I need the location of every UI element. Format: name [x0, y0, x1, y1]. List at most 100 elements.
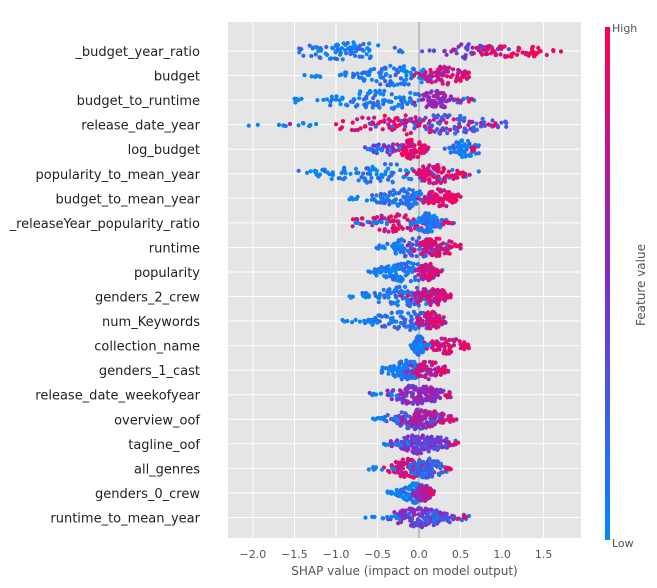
shap-point [433, 70, 438, 75]
shap-point [431, 201, 436, 206]
shap-point [506, 47, 511, 52]
shap-point [434, 216, 439, 221]
shap-point [308, 123, 313, 128]
shap-point [435, 252, 440, 257]
shap-point [383, 169, 388, 174]
shap-point [398, 293, 403, 298]
shap-point [414, 446, 419, 451]
shap-point [429, 436, 434, 441]
shap-point [405, 434, 411, 439]
shap-point [396, 103, 401, 108]
shap-point [488, 51, 494, 56]
shap-point [401, 446, 406, 451]
shap-point [429, 240, 434, 245]
shap-point [441, 167, 447, 172]
shap-point [422, 516, 427, 521]
shap-point [419, 275, 424, 280]
shap-point [487, 43, 492, 49]
shap-point [396, 492, 401, 497]
shap-point [406, 442, 411, 447]
shap-point [448, 127, 453, 132]
shap-point [405, 293, 410, 298]
shap-point [405, 423, 410, 429]
shap-point [431, 94, 436, 99]
shap-point [470, 45, 475, 50]
feature-dots [367, 383, 453, 406]
shap-point [395, 299, 400, 304]
shap-point [418, 513, 423, 518]
shap-point [388, 489, 394, 494]
shap-point [369, 175, 374, 180]
shap-point [420, 145, 426, 150]
shap-point [408, 246, 414, 251]
shap-point [436, 471, 441, 476]
shap-point [402, 516, 407, 521]
shap-point [436, 324, 441, 329]
shap-point [390, 124, 395, 129]
shap-point [375, 99, 380, 104]
shap-point [378, 191, 384, 196]
shap-point [414, 220, 420, 225]
shap-point [428, 245, 434, 250]
shap-point [395, 82, 400, 87]
shap-point [417, 172, 422, 177]
shap-point [474, 121, 479, 126]
shap-point [449, 244, 455, 249]
shap-point [430, 214, 435, 219]
shap-point [365, 219, 370, 224]
shap-point [419, 435, 424, 440]
shap-point [353, 317, 358, 322]
shap-point [391, 265, 396, 270]
shap-point [419, 373, 424, 378]
shap-point [313, 45, 318, 50]
x-tick-label: −1.0 [323, 548, 350, 561]
shap-point [443, 246, 448, 251]
shap-point [435, 193, 440, 198]
shap-point [379, 196, 384, 201]
shap-point [370, 105, 375, 110]
shap-point [450, 167, 455, 173]
shap-point [382, 118, 387, 123]
shap-point [378, 415, 383, 421]
shap-point [379, 265, 384, 270]
shap-point [373, 293, 378, 298]
shap-point [412, 291, 417, 296]
shap-point [410, 401, 415, 406]
shap-point [558, 49, 564, 54]
shap-point [397, 239, 402, 244]
shap-point [425, 79, 430, 84]
shap-point [387, 202, 392, 207]
shap-point [383, 72, 388, 77]
shap-point [376, 142, 381, 147]
shap-point [504, 120, 509, 126]
shap-point [425, 507, 430, 512]
feature-label: collection_name [94, 340, 200, 355]
shap-point [427, 300, 432, 305]
shap-point [449, 239, 454, 245]
shap-point [391, 372, 396, 377]
shap-point [403, 253, 408, 258]
shap-point [490, 118, 495, 123]
shap-point [432, 392, 437, 397]
shap-point [511, 51, 516, 56]
shap-point [388, 79, 393, 84]
feature-label: num_Keywords [102, 315, 200, 330]
shap-point [424, 483, 429, 489]
shap-point [395, 278, 400, 283]
shap-point [428, 71, 433, 76]
shap-point [415, 262, 421, 267]
shap-point [343, 48, 348, 53]
shap-point [363, 515, 368, 520]
shap-point [394, 162, 399, 167]
shap-point [436, 300, 441, 305]
shap-point [385, 489, 390, 494]
shap-point [442, 94, 448, 99]
shap-point [391, 66, 397, 71]
shap-point [433, 79, 438, 84]
shap-point [386, 144, 391, 149]
shap-point [463, 45, 468, 50]
shap-point [459, 42, 464, 47]
shap-point [398, 168, 403, 173]
shap-point [422, 229, 427, 234]
